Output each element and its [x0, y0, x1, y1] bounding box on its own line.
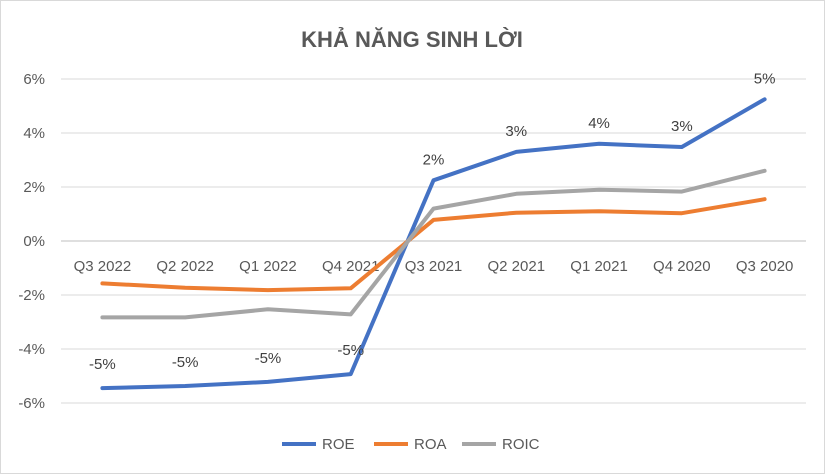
y-tick-label: -2% — [18, 287, 45, 304]
legend-item-roa: ROA — [374, 436, 447, 453]
x-tick-label: Q2 2021 — [488, 258, 546, 275]
x-tick-label: Q4 2021 — [322, 258, 380, 275]
legend-label: ROE — [322, 436, 355, 453]
legend-label: ROIC — [502, 436, 540, 453]
data-label: 3% — [505, 123, 527, 140]
x-tick-label: Q3 2022 — [74, 258, 132, 275]
x-tick-label: Q3 2021 — [405, 258, 463, 275]
chart-title: KHẢ NĂNG SINH LỜI — [301, 27, 523, 52]
gridlines — [61, 78, 806, 404]
y-tick-label: -6% — [18, 395, 45, 412]
y-tick-label: -4% — [18, 341, 45, 358]
x-tick-label: Q3 2020 — [736, 258, 794, 275]
series-line-roe — [100, 97, 767, 391]
legend-item-roe: ROE — [282, 436, 355, 453]
legend-label: ROA — [414, 436, 447, 453]
legend-item-roic: ROIC — [462, 436, 540, 453]
data-label: -5% — [172, 354, 199, 371]
axes: -6% -4% -2% 0% 2% 4% 6% Q3 2022 Q2 2022 Q1 2022 Q4… — [18, 71, 806, 412]
legend: ROE ROA ROIC — [282, 436, 540, 453]
data-label: 5% — [754, 70, 776, 87]
data-label: 3% — [671, 118, 693, 135]
data-label: -5% — [255, 350, 282, 367]
y-tick-label: 4% — [23, 125, 45, 142]
x-tick-label: Q1 2021 — [570, 258, 628, 275]
series-line-roic — [100, 168, 767, 320]
data-label: -5% — [337, 342, 364, 359]
x-tick-label: Q1 2022 — [239, 258, 297, 275]
series-lines — [100, 97, 767, 391]
y-tick-label: 2% — [23, 179, 45, 196]
y-tick-label: 0% — [23, 233, 45, 250]
x-tick-label: Q4 2020 — [653, 258, 711, 275]
data-label: 2% — [423, 151, 445, 168]
series-line-roa — [100, 197, 767, 293]
data-label: 4% — [588, 115, 610, 132]
data-labels: -5% -5% -5% -5% 2% 3% 4% 3% 5% — [89, 70, 775, 373]
x-tick-label: Q2 2022 — [156, 258, 214, 275]
y-tick-label: 6% — [23, 71, 45, 88]
data-label: -5% — [89, 356, 116, 373]
